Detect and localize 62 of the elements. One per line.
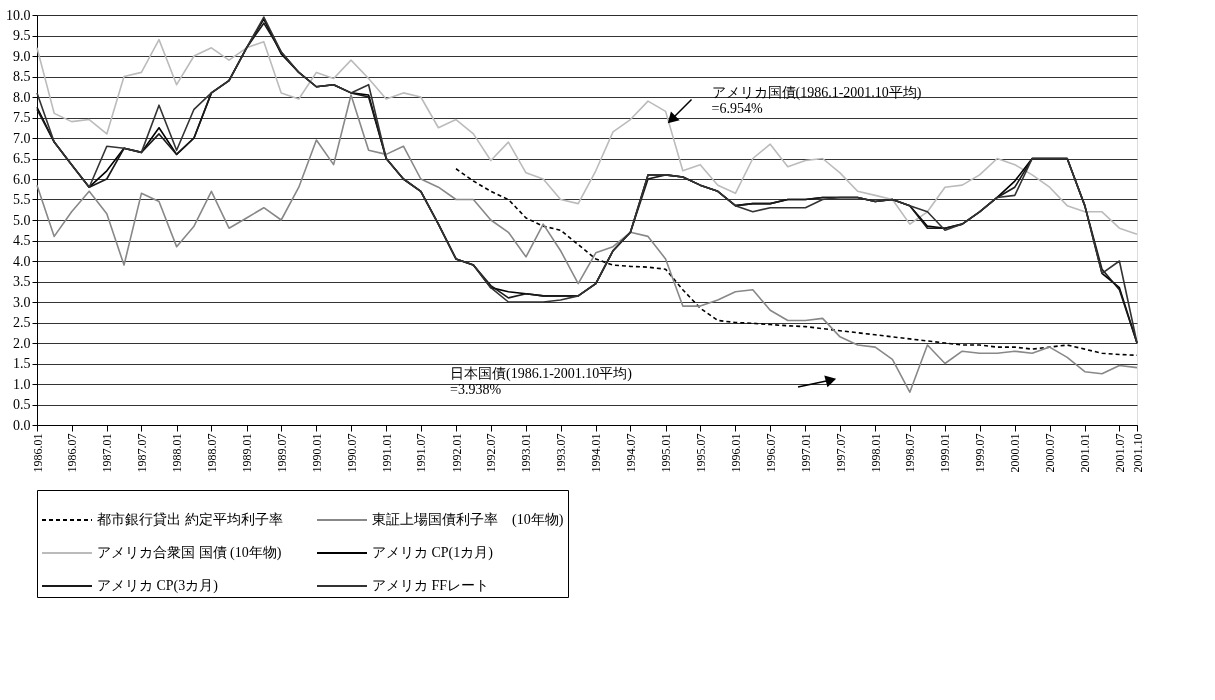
x-tick-label: 1991.01 xyxy=(379,433,394,473)
x-tick-label: 1993.07 xyxy=(554,433,569,473)
y-tick-label: 4.0 xyxy=(13,253,31,269)
y-tick-label: 2.0 xyxy=(13,335,31,351)
y-tick-label: 6.5 xyxy=(13,151,31,166)
x-tick-label: 1990.07 xyxy=(344,433,359,473)
x-tick-label: 1990.01 xyxy=(309,433,324,473)
y-tick-label: 3.0 xyxy=(13,294,31,310)
y-tick-label: 0.0 xyxy=(13,417,31,433)
x-tick-label: 1989.07 xyxy=(274,433,289,473)
x-tick-label: 1994.01 xyxy=(589,433,604,473)
x-tick-label: 1987.07 xyxy=(134,433,149,473)
y-tick-label: 2.5 xyxy=(13,315,31,330)
x-tick-label: 1991.07 xyxy=(414,433,429,473)
legend-label: 東証上場国債利子率 (10年物) xyxy=(372,512,564,528)
y-tick-label: 8.5 xyxy=(13,69,31,84)
y-tick-label: 3.5 xyxy=(13,274,31,289)
x-tick-label: 1994.07 xyxy=(623,433,638,473)
x-tick-label: 1996.01 xyxy=(728,433,743,473)
x-tick-label: 1995.07 xyxy=(693,433,708,473)
y-tick-label: 7.0 xyxy=(13,130,31,146)
y-tick-label: 10.0 xyxy=(6,7,31,23)
x-tick-label: 2001.10 xyxy=(1130,433,1145,473)
x-tick-label: 1992.01 xyxy=(449,433,464,473)
x-tick-label: 1992.07 xyxy=(484,433,499,473)
x-tick-label: 2000.07 xyxy=(1043,433,1058,473)
y-tick-label: 1.0 xyxy=(13,376,31,392)
legend-label: アメリカ FFレート xyxy=(372,578,490,593)
x-tick-label: 1988.07 xyxy=(204,433,219,473)
x-tick-label: 1989.01 xyxy=(240,433,255,473)
y-tick-label: 9.5 xyxy=(13,28,31,43)
x-tick-label: 1998.01 xyxy=(868,433,883,473)
y-tick-label: 6.0 xyxy=(13,171,31,187)
y-tick-label: 8.0 xyxy=(13,89,31,105)
x-tick-label: 1999.01 xyxy=(938,433,953,473)
annotation: アメリカ国債(1986.1-2001.10平均) =6.954% xyxy=(711,84,922,116)
y-tick-label: 9.0 xyxy=(13,48,31,64)
y-tick-label: 5.5 xyxy=(13,192,31,207)
legend-label: アメリカ CP(3カ月) xyxy=(97,578,219,594)
x-tick-label: 1996.07 xyxy=(763,433,778,473)
y-tick-label: 7.5 xyxy=(13,110,31,125)
x-tick-label: 1999.07 xyxy=(973,433,988,473)
annotation: 日本国債(1986.1-2001.10平均) =3.938% xyxy=(450,366,633,397)
x-tick-label: 1997.07 xyxy=(833,433,848,473)
x-tick-label: 1986.07 xyxy=(65,433,80,473)
x-tick-label: 2001.07 xyxy=(1112,433,1127,473)
legend-label: アメリカ CP(1カ月) xyxy=(372,545,494,561)
y-tick-label: 0.5 xyxy=(13,397,31,412)
x-tick-label: 2001.01 xyxy=(1078,433,1093,473)
x-tick-label: 1986.01 xyxy=(30,433,45,473)
y-tick-label: 1.5 xyxy=(13,356,31,371)
x-tick-label: 1993.01 xyxy=(519,433,534,473)
x-tick-label: 1988.01 xyxy=(170,433,185,473)
x-tick-label: 1998.07 xyxy=(903,433,918,473)
x-tick-label: 1997.01 xyxy=(798,433,813,473)
y-tick-label: 4.5 xyxy=(13,233,31,248)
x-tick-label: 1987.01 xyxy=(100,433,115,473)
legend-label: 都市銀行貸出 約定平均利子率 xyxy=(97,512,283,527)
y-tick-label: 5.0 xyxy=(13,212,31,228)
x-tick-label: 2000.01 xyxy=(1008,433,1023,473)
x-tick-label: 1995.01 xyxy=(659,433,674,473)
legend-label: アメリカ合衆国 国債 (10年物) xyxy=(97,545,282,561)
